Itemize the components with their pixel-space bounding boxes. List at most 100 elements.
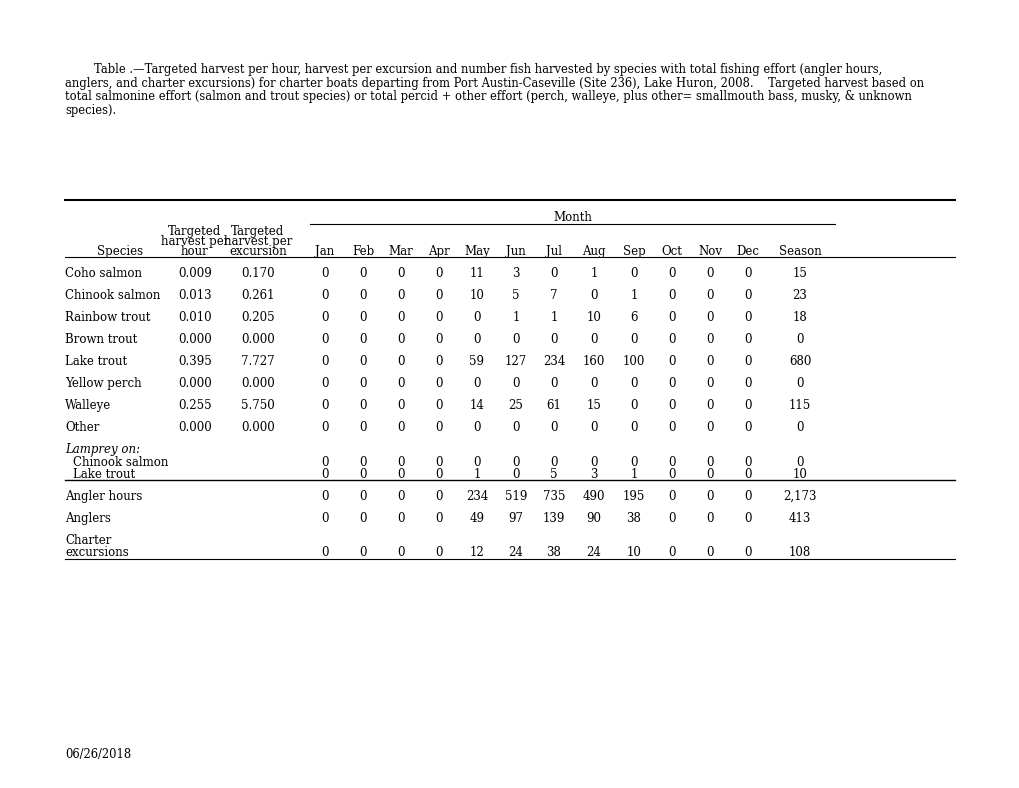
Text: 0.205: 0.205 — [240, 311, 274, 324]
Text: Lake trout: Lake trout — [65, 355, 127, 368]
Text: 14: 14 — [469, 399, 484, 412]
Text: 0: 0 — [321, 267, 328, 280]
Text: Anglers: Anglers — [65, 512, 111, 525]
Text: 0: 0 — [705, 289, 713, 302]
Text: 12: 12 — [469, 546, 484, 559]
Text: 0: 0 — [705, 456, 713, 469]
Text: 25: 25 — [508, 399, 523, 412]
Text: 0.170: 0.170 — [240, 267, 274, 280]
Text: 6: 6 — [630, 311, 637, 324]
Text: 0: 0 — [705, 421, 713, 434]
Text: total salmonine effort (salmon and trout species) or total percid + other effort: total salmonine effort (salmon and trout… — [65, 90, 911, 103]
Text: 0: 0 — [549, 456, 557, 469]
Text: 0: 0 — [744, 289, 751, 302]
Text: 490: 490 — [582, 490, 604, 503]
Text: 0: 0 — [667, 311, 675, 324]
Text: 0: 0 — [359, 267, 367, 280]
Text: 0: 0 — [359, 421, 367, 434]
Text: 0: 0 — [321, 377, 328, 390]
Text: 0: 0 — [396, 456, 405, 469]
Text: 0: 0 — [359, 355, 367, 368]
Text: hour: hour — [181, 245, 209, 258]
Text: 0: 0 — [512, 468, 520, 481]
Text: 413: 413 — [788, 512, 810, 525]
Text: 0: 0 — [396, 355, 405, 368]
Text: 0: 0 — [435, 377, 442, 390]
Text: 0: 0 — [512, 333, 520, 346]
Text: 61: 61 — [546, 399, 560, 412]
Text: Lamprey on:: Lamprey on: — [65, 443, 140, 456]
Text: May: May — [464, 245, 489, 258]
Text: 0: 0 — [321, 421, 328, 434]
Text: Chinook salmon: Chinook salmon — [73, 456, 168, 469]
Text: 10: 10 — [792, 468, 807, 481]
Text: 0: 0 — [396, 377, 405, 390]
Text: 0: 0 — [435, 399, 442, 412]
Text: 0: 0 — [744, 333, 751, 346]
Text: Sep: Sep — [622, 245, 645, 258]
Text: 0: 0 — [435, 267, 442, 280]
Text: 0: 0 — [667, 512, 675, 525]
Text: 0: 0 — [630, 399, 637, 412]
Text: 0.010: 0.010 — [178, 311, 212, 324]
Text: harvest per: harvest per — [223, 235, 291, 248]
Text: Walleye: Walleye — [65, 399, 111, 412]
Text: 0: 0 — [359, 399, 367, 412]
Text: 0.013: 0.013 — [178, 289, 212, 302]
Text: 0: 0 — [705, 512, 713, 525]
Text: 1: 1 — [590, 267, 597, 280]
Text: 0: 0 — [744, 399, 751, 412]
Text: 0: 0 — [744, 421, 751, 434]
Text: 0: 0 — [435, 311, 442, 324]
Text: Yellow perch: Yellow perch — [65, 377, 142, 390]
Text: 24: 24 — [586, 546, 601, 559]
Text: 0: 0 — [321, 311, 328, 324]
Text: Mar: Mar — [388, 245, 413, 258]
Text: 0: 0 — [590, 333, 597, 346]
Text: 0: 0 — [744, 456, 751, 469]
Text: 0: 0 — [435, 456, 442, 469]
Text: 0: 0 — [667, 421, 675, 434]
Text: 0: 0 — [549, 267, 557, 280]
Text: 0: 0 — [796, 377, 803, 390]
Text: Coho salmon: Coho salmon — [65, 267, 142, 280]
Text: 0: 0 — [359, 333, 367, 346]
Text: 0: 0 — [667, 333, 675, 346]
Text: 0: 0 — [321, 355, 328, 368]
Text: 3: 3 — [590, 468, 597, 481]
Text: 0: 0 — [744, 512, 751, 525]
Text: 0.000: 0.000 — [240, 333, 274, 346]
Text: Chinook salmon: Chinook salmon — [65, 289, 160, 302]
Text: 0: 0 — [705, 267, 713, 280]
Text: 0: 0 — [321, 490, 328, 503]
Text: 0: 0 — [667, 456, 675, 469]
Text: 38: 38 — [626, 512, 641, 525]
Text: Month: Month — [552, 211, 591, 224]
Text: species).: species). — [65, 103, 116, 117]
Text: 0: 0 — [667, 490, 675, 503]
Text: 3: 3 — [512, 267, 520, 280]
Text: 0: 0 — [630, 377, 637, 390]
Text: 0: 0 — [359, 512, 367, 525]
Text: 0: 0 — [396, 512, 405, 525]
Text: 0: 0 — [705, 490, 713, 503]
Text: Apr: Apr — [428, 245, 449, 258]
Text: 10: 10 — [469, 289, 484, 302]
Text: 0.000: 0.000 — [178, 377, 212, 390]
Text: 0: 0 — [590, 289, 597, 302]
Text: 519: 519 — [504, 490, 527, 503]
Text: 0: 0 — [705, 468, 713, 481]
Text: 0: 0 — [667, 267, 675, 280]
Text: 0: 0 — [396, 490, 405, 503]
Text: 0: 0 — [549, 333, 557, 346]
Text: Targeted: Targeted — [168, 225, 221, 238]
Text: Aug: Aug — [582, 245, 605, 258]
Text: 0: 0 — [796, 333, 803, 346]
Text: 0: 0 — [796, 456, 803, 469]
Text: Jun: Jun — [505, 245, 526, 258]
Text: Season: Season — [777, 245, 820, 258]
Text: 15: 15 — [586, 399, 601, 412]
Text: 5.750: 5.750 — [240, 399, 274, 412]
Text: 115: 115 — [788, 399, 810, 412]
Text: 1: 1 — [630, 468, 637, 481]
